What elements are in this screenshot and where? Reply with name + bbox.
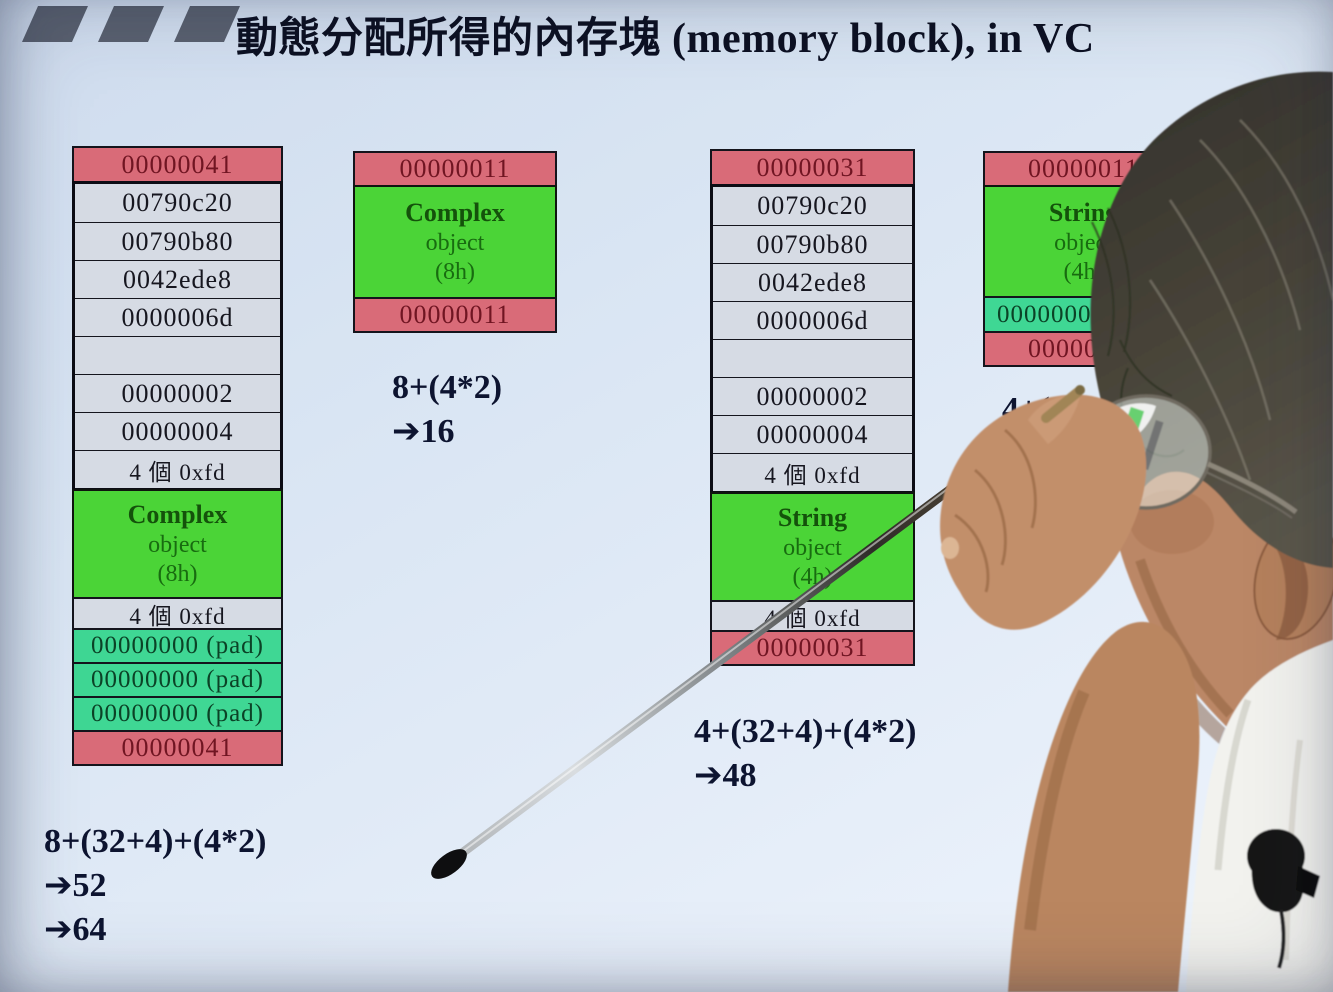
heap-tag-cell: 00000041 bbox=[72, 730, 283, 766]
memory-row: 4 個 0xfd bbox=[713, 453, 912, 491]
pad-row: 00000000 (pad) bbox=[72, 628, 283, 664]
memory-diagram-string-debug: 00000031 00790c20 00790b80 0042ede8 0000… bbox=[710, 149, 915, 666]
arm-shadow bbox=[1024, 689, 1090, 931]
object-block-string: String object (4h) bbox=[710, 492, 915, 602]
caption-line: ➔64 bbox=[44, 911, 107, 949]
caption-string-debug: 4+(32+4)+(4*2) ➔48 bbox=[694, 710, 916, 798]
presenter-arm bbox=[1008, 621, 1200, 992]
heap-tag-cell: 00000011 bbox=[353, 297, 557, 333]
object-name: Complex bbox=[405, 198, 505, 227]
pointer-grip-end bbox=[1041, 385, 1085, 423]
object-label: object bbox=[148, 532, 207, 558]
memory-row: 00790b80 bbox=[75, 222, 280, 260]
heap-tag-cell: 00000041 bbox=[72, 146, 283, 183]
object-name: String bbox=[777, 503, 848, 532]
memory-row: 00000004 bbox=[713, 415, 912, 453]
memory-diagram-complex-release: 00000011 Complex object (8h) 00000011 bbox=[353, 151, 557, 333]
hair-highlights bbox=[1148, 119, 1333, 481]
pointer-tip bbox=[431, 849, 467, 879]
object-label: object bbox=[425, 230, 485, 256]
memory-row: 4 個 0xfd bbox=[72, 597, 283, 630]
memory-row: 00000002 bbox=[75, 374, 280, 412]
memory-row-empty bbox=[713, 339, 912, 377]
presenter-hand bbox=[940, 394, 1147, 630]
caption-line: 4+(32+4)+(4*2) bbox=[694, 713, 917, 750]
caption-line: ➔16 bbox=[392, 413, 455, 451]
caption-line: ➔48 bbox=[694, 757, 757, 795]
memory-row: 00000004 bbox=[75, 412, 280, 450]
debug-header-group: 00790c20 00790b80 0042ede8 0000006d 0000… bbox=[72, 181, 283, 491]
pad-row: 00000000 (pad) bbox=[72, 662, 283, 698]
object-size: (8h) bbox=[435, 259, 475, 285]
heap-tag-cell: 00000011 bbox=[353, 151, 557, 187]
memory-row: 0000006d bbox=[713, 301, 912, 339]
microphone-cord bbox=[1277, 909, 1286, 969]
object-block-complex: Complex object (8h) bbox=[353, 185, 557, 299]
memory-row: 00000002 bbox=[713, 377, 912, 415]
object-name: Complex bbox=[127, 500, 228, 529]
caption-line: 8+(4*2) bbox=[392, 369, 503, 406]
caption-complex-release: 8+(4*2) ➔16 bbox=[392, 366, 502, 454]
memory-row: 4 個 0xfd bbox=[75, 450, 280, 488]
object-size: (8h) bbox=[157, 561, 198, 587]
memory-row: 00790c20 bbox=[122, 188, 233, 217]
fingernail bbox=[941, 537, 959, 559]
memory-row: 00790b80 bbox=[713, 225, 912, 263]
debug-header-group: 00790c20 00790b80 0042ede8 0000006d 0000… bbox=[710, 184, 915, 494]
caption-line: 8+(32+4)+(4*2) bbox=[44, 823, 267, 860]
memory-diagram-complex-debug: 00000041 00790c20 00790b80 0042ede8 0000… bbox=[72, 146, 283, 766]
memory-row: 0042ede8 bbox=[75, 260, 280, 298]
memory-row: 0042ede8 bbox=[713, 263, 912, 301]
slide-title: 動態分配所得的內存塊 (memory block), in VC bbox=[236, 16, 1095, 62]
memory-row-empty bbox=[75, 336, 280, 374]
memory-row: 0000006d bbox=[75, 298, 280, 336]
heap-tag-cell: 00000031 bbox=[710, 630, 915, 666]
caption-line: ➔52 bbox=[44, 867, 107, 905]
memory-row: 00790c20 bbox=[757, 191, 868, 220]
pad-row: 00000000 (pad) bbox=[72, 696, 283, 732]
lapel-microphone bbox=[1247, 829, 1320, 969]
caption-complex-debug: 8+(32+4)+(4*2) ➔52 ➔64 bbox=[44, 820, 266, 953]
object-label: object bbox=[783, 535, 842, 561]
